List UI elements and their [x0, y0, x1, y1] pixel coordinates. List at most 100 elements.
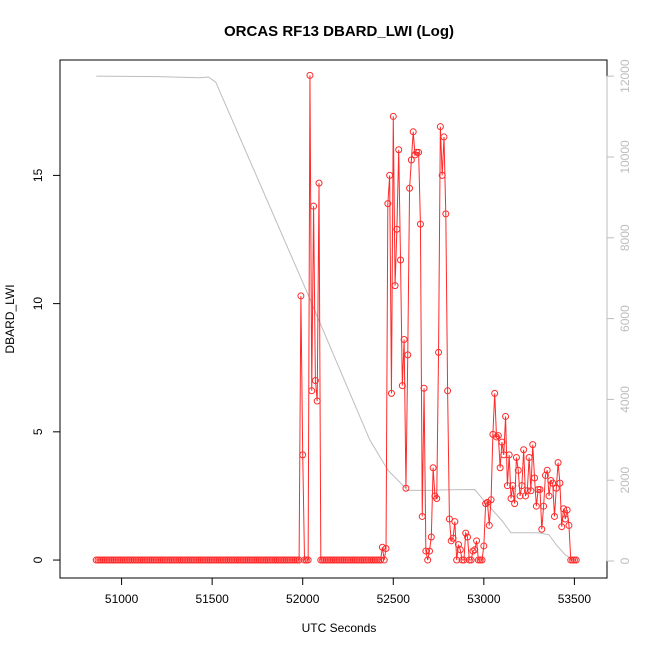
data-point [261, 556, 269, 564]
data-point [99, 556, 107, 564]
data-point [228, 556, 236, 564]
data-point [371, 556, 379, 564]
data-point [440, 133, 448, 141]
data-point [402, 484, 410, 492]
data-point [188, 556, 196, 564]
data-point [243, 556, 251, 564]
data-point [273, 556, 281, 564]
data-point [514, 466, 522, 474]
data-point [143, 556, 151, 564]
data-point [275, 556, 283, 564]
data-point [465, 556, 473, 564]
data-point [195, 556, 203, 564]
data-point [498, 438, 506, 446]
data-point [433, 495, 441, 502]
data-point [550, 512, 558, 520]
data-point [360, 556, 368, 564]
data-point [112, 556, 120, 564]
data-point [101, 556, 109, 564]
data-point [426, 547, 433, 555]
data-point [340, 556, 348, 564]
data-point [554, 459, 562, 467]
data-point [503, 482, 511, 490]
data-point [444, 387, 452, 395]
data-point [248, 556, 256, 564]
data-point [567, 556, 575, 564]
data-point [480, 542, 488, 550]
data-point [558, 523, 566, 531]
secondary-line [96, 75, 575, 562]
data-point [572, 556, 580, 564]
data-point [474, 556, 482, 564]
y-tick-label: 15 [31, 168, 45, 182]
x-tick-label: 53500 [558, 592, 592, 606]
data-point [406, 184, 414, 192]
data-point [373, 556, 381, 564]
data-point [563, 506, 571, 514]
data-point [493, 433, 501, 441]
data-point [96, 556, 104, 564]
data-point [333, 556, 341, 564]
data-point [395, 146, 403, 154]
data-point [141, 556, 149, 564]
data-point [214, 556, 222, 564]
data-point [205, 556, 213, 564]
data-point [532, 502, 540, 510]
data-point [176, 556, 184, 564]
data-point [152, 556, 160, 564]
data-point [150, 556, 158, 564]
data-point [244, 556, 252, 564]
data-point [344, 556, 352, 564]
data-point [107, 556, 115, 564]
data-point [353, 556, 361, 564]
data-point [569, 556, 577, 564]
data-point [387, 389, 395, 397]
data-point [308, 387, 316, 395]
y-right-tick-label: 2000 [618, 467, 632, 494]
data-point [538, 525, 546, 533]
data-point [561, 515, 569, 523]
data-point [427, 533, 435, 541]
data-point [462, 529, 470, 537]
data-point [157, 556, 165, 564]
data-point [291, 556, 299, 564]
data-point [199, 556, 207, 564]
data-point [304, 556, 312, 564]
y-right-tick-label: 10000 [618, 140, 632, 174]
data-point [529, 441, 537, 449]
data-point [310, 202, 318, 210]
data-point [147, 556, 155, 564]
data-point [442, 210, 450, 218]
data-point [420, 384, 428, 392]
data-point [313, 397, 321, 405]
data-point [322, 556, 330, 564]
data-point [235, 556, 243, 564]
data-point [221, 556, 229, 564]
plot-frame [59, 59, 608, 579]
y-axis: 0 5 10 15 [31, 168, 61, 563]
data-point [397, 256, 405, 264]
data-point [148, 556, 156, 564]
data-point [435, 348, 443, 356]
data-point [250, 556, 258, 564]
data-point [407, 156, 415, 164]
data-point [416, 220, 424, 228]
data-point [464, 533, 472, 541]
data-point [378, 543, 386, 551]
data-point [377, 556, 385, 564]
data-point [163, 556, 171, 564]
data-point [358, 556, 366, 564]
x-tick-label: 51000 [105, 592, 139, 606]
data-point [409, 128, 417, 136]
data-point [534, 486, 542, 494]
data-point [302, 556, 310, 564]
data-point [118, 556, 126, 564]
y-tick-label: 10 [31, 297, 45, 311]
data-point [290, 556, 298, 564]
data-point [299, 451, 307, 459]
data-point [128, 556, 136, 564]
data-point [326, 556, 334, 564]
data-point [139, 556, 147, 564]
data-point [471, 546, 479, 554]
